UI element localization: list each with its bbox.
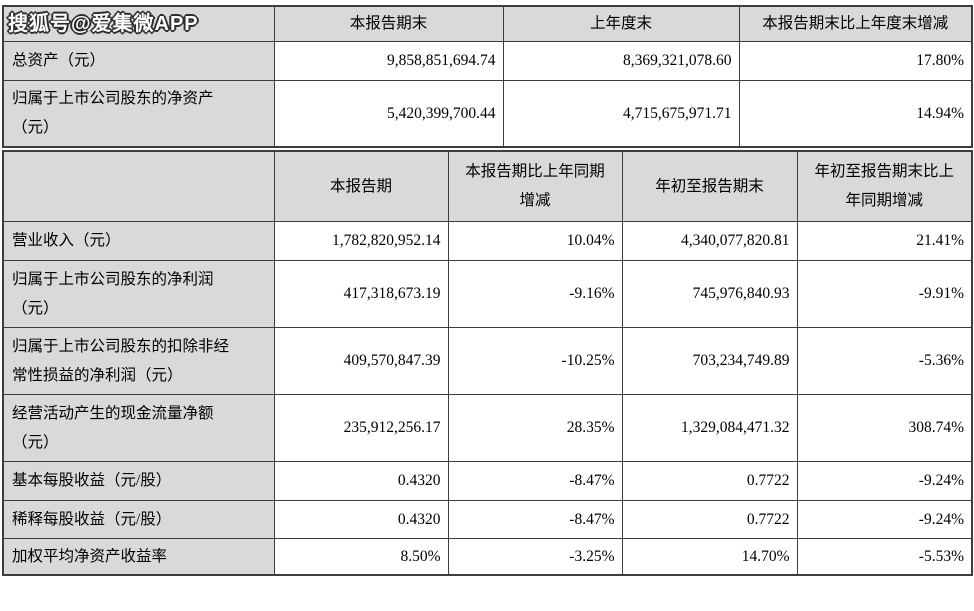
row-label: 经营活动产生的现金流量净额 （元） [2, 393, 275, 462]
value-change: 14.94% [738, 79, 973, 148]
value-period-change: -8.47% [447, 499, 623, 539]
value-change: 17.80% [738, 40, 973, 81]
value-ytd-change: -9.24% [796, 460, 973, 501]
header-ytd-change: 年初至报告期末比上 年同期增减 [796, 150, 973, 222]
value-prior: 4,715,675,971.71 [502, 79, 740, 148]
header-current-period-end: 本报告期末 [273, 5, 504, 42]
table-row: 营业收入（元） 1,782,820,952.14 10.04% 4,340,07… [2, 220, 973, 261]
value-ytd: 4,340,077,820.81 [621, 220, 798, 261]
value-ytd-change: -9.24% [796, 499, 973, 539]
row-label: 加权平均净资产收益率 [2, 537, 275, 576]
value-ytd: 0.7722 [621, 460, 798, 501]
value-period: 409,570,847.39 [273, 326, 449, 395]
table-row: 归属于上市公司股东的净利润 （元） 417,318,673.19 -9.16% … [2, 259, 973, 328]
value-current: 5,420,399,700.44 [273, 79, 504, 148]
header-ytd: 年初至报告期末 [621, 150, 798, 222]
table-row: 归属于上市公司股东的净资产 （元） 5,420,399,700.44 4,715… [2, 79, 973, 148]
row-label: 归属于上市公司股东的净利润 （元） [2, 259, 275, 328]
performance-summary-table: 本报告期 本报告期比上年同期 增减 年初至报告期末 年初至报告期末比上 年同期增… [2, 150, 973, 576]
table-row: 总资产（元） 9,858,851,694.74 8,369,321,078.60… [2, 40, 973, 81]
value-ytd-change: 21.41% [796, 220, 973, 261]
row-label: 总资产（元） [2, 40, 275, 81]
value-period-change: 10.04% [447, 220, 623, 261]
value-ytd-change: -5.53% [796, 537, 973, 576]
value-period: 1,782,820,952.14 [273, 220, 449, 261]
value-period: 417,318,673.19 [273, 259, 449, 328]
row-label: 归属于上市公司股东的扣除非经 常性损益的净利润（元） [2, 326, 275, 395]
value-prior: 8,369,321,078.60 [502, 40, 740, 81]
value-period: 0.4320 [273, 499, 449, 539]
value-period-change: 28.35% [447, 393, 623, 462]
header-period: 本报告期 [273, 150, 449, 222]
row-label: 归属于上市公司股东的净资产 （元） [2, 79, 275, 148]
value-ytd: 703,234,749.89 [621, 326, 798, 395]
header-blank [2, 150, 275, 222]
value-period-change: -3.25% [447, 537, 623, 576]
table-row: 经营活动产生的现金流量净额 （元） 235,912,256.17 28.35% … [2, 393, 973, 462]
value-ytd-change: -9.91% [796, 259, 973, 328]
value-period-change: -10.25% [447, 326, 623, 395]
value-ytd: 14.70% [621, 537, 798, 576]
table-row: 基本每股收益（元/股） 0.4320 -8.47% 0.7722 -9.24% [2, 460, 973, 501]
value-current: 9,858,851,694.74 [273, 40, 504, 81]
table-row: 归属于上市公司股东的扣除非经 常性损益的净利润（元） 409,570,847.3… [2, 326, 973, 395]
table-row: 稀释每股收益（元/股） 0.4320 -8.47% 0.7722 -9.24% [2, 499, 973, 539]
header-period-change: 本报告期比上年同期 增减 [447, 150, 623, 222]
value-period: 8.50% [273, 537, 449, 576]
header-prior-year-end: 上年度末 [502, 5, 740, 42]
header-change: 本报告期末比上年度末增减 [738, 5, 973, 42]
value-period-change: -9.16% [447, 259, 623, 328]
table-row: 加权平均净资产收益率 8.50% -3.25% 14.70% -5.53% [2, 537, 973, 576]
value-ytd: 0.7722 [621, 499, 798, 539]
value-ytd-change: 308.74% [796, 393, 973, 462]
row-label: 基本每股收益（元/股） [2, 460, 275, 501]
row-label: 营业收入（元） [2, 220, 275, 261]
value-period: 235,912,256.17 [273, 393, 449, 462]
value-ytd-change: -5.36% [796, 326, 973, 395]
value-ytd: 745,976,840.93 [621, 259, 798, 328]
value-period: 0.4320 [273, 460, 449, 501]
value-period-change: -8.47% [447, 460, 623, 501]
row-label: 稀释每股收益（元/股） [2, 499, 275, 539]
header-blank [2, 5, 275, 42]
balance-summary-table: 本报告期末 上年度末 本报告期末比上年度末增减 总资产（元） 9,858,851… [2, 5, 973, 148]
table-header-row: 本报告期末 上年度末 本报告期末比上年度末增减 [2, 5, 973, 42]
table-header-row: 本报告期 本报告期比上年同期 增减 年初至报告期末 年初至报告期末比上 年同期增… [2, 150, 973, 222]
value-ytd: 1,329,084,471.32 [621, 393, 798, 462]
